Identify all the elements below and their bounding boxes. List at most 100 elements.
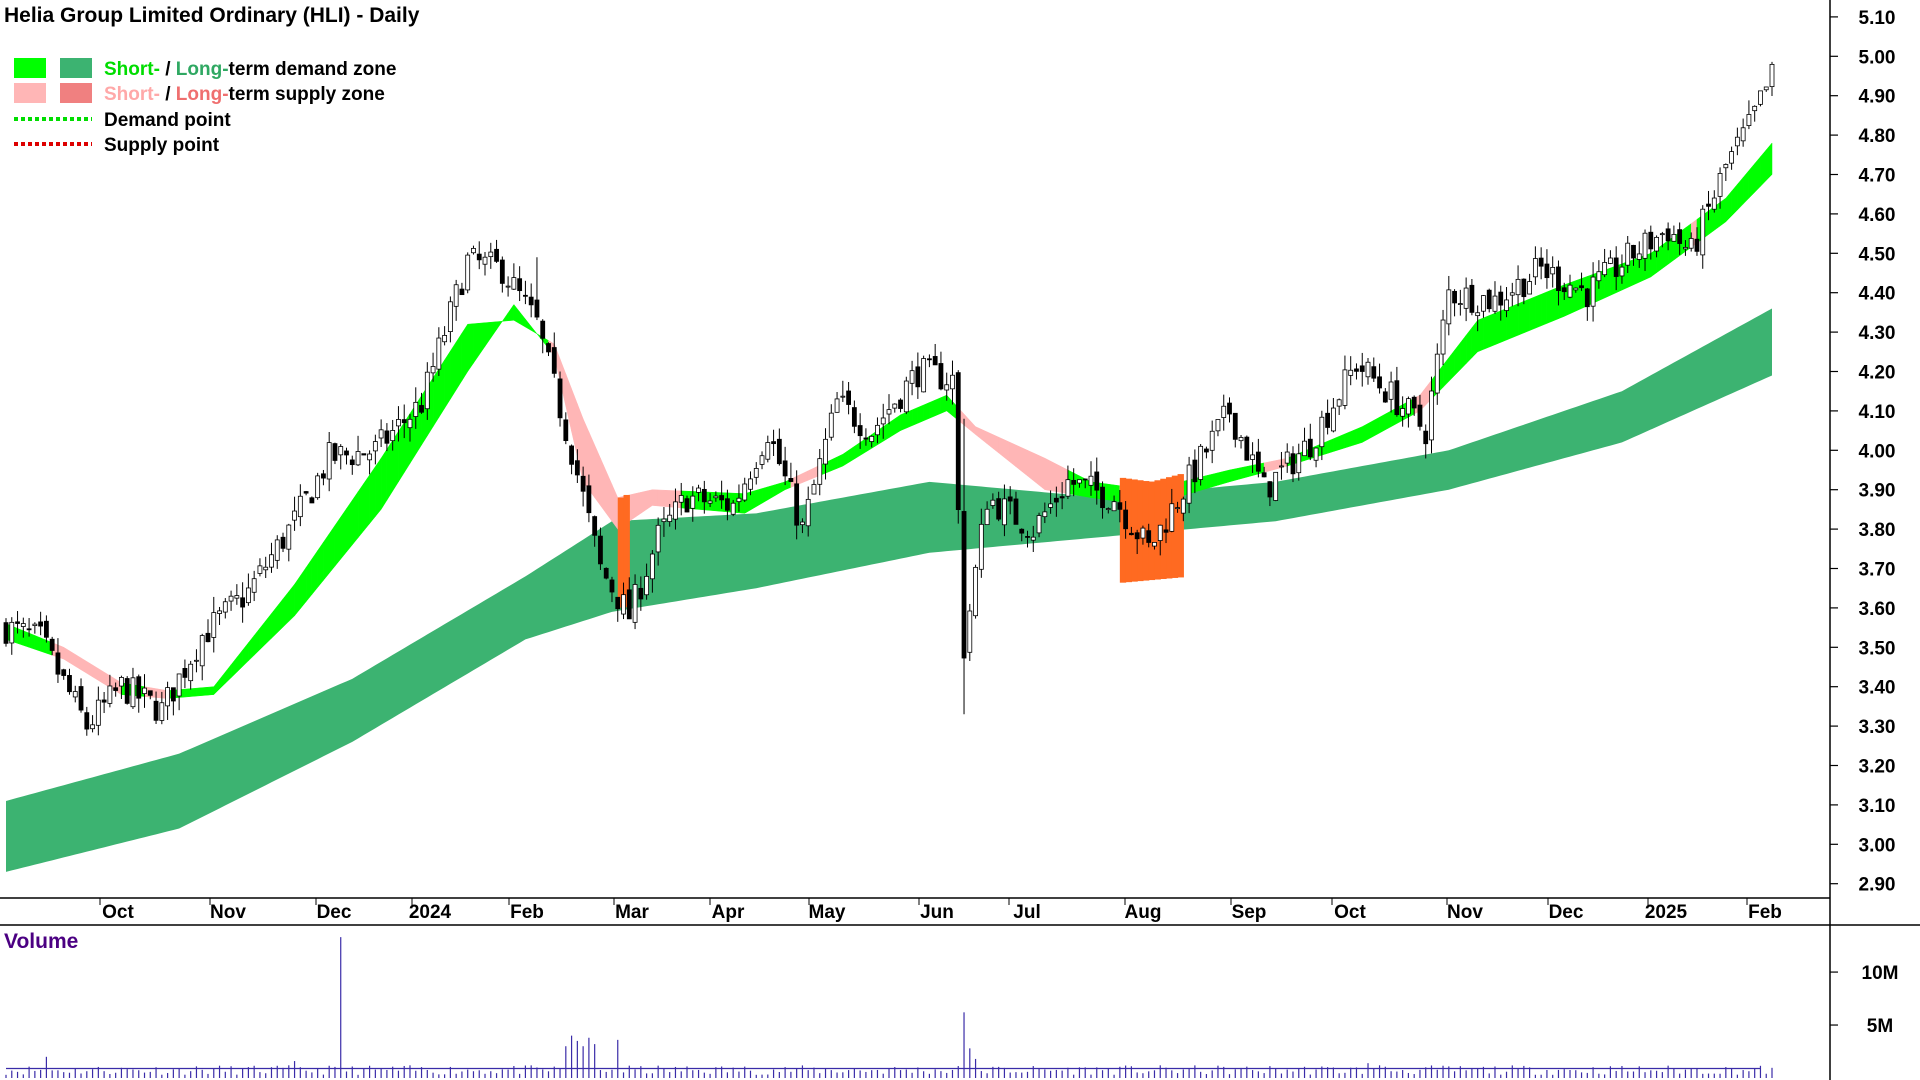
candle: [1048, 490, 1053, 514]
candle-body: [603, 567, 609, 579]
candle: [1481, 295, 1486, 318]
candle: [90, 715, 95, 733]
candle: [95, 686, 101, 736]
candle-body: [569, 445, 574, 465]
candle: [742, 477, 748, 503]
candle: [78, 678, 84, 713]
candle-body: [1538, 257, 1544, 267]
candle: [465, 252, 471, 294]
candle-body: [280, 536, 286, 549]
candle-body: [903, 380, 909, 413]
volume-y-axis: 10M 5M: [1830, 963, 1898, 1037]
legend-label-supply-point: Supply point: [104, 135, 220, 156]
candle: [857, 413, 863, 449]
candle-body: [678, 495, 684, 503]
candle-body: [984, 508, 990, 526]
candle-body: [188, 663, 194, 682]
short-zone-segment: [1540, 291, 1548, 327]
candle-body: [326, 442, 332, 480]
candle-body: [1048, 503, 1053, 508]
short-zone-segment: [184, 688, 191, 698]
short-zone-segment: [501, 312, 509, 322]
short-zone-segment: [600, 458, 607, 515]
candle-body: [1290, 453, 1296, 475]
candle: [1521, 278, 1527, 305]
candle: [1382, 388, 1388, 403]
x-tick-label: Feb: [510, 902, 544, 923]
candle-body: [78, 686, 84, 711]
candle: [107, 674, 113, 708]
candle-body: [765, 442, 771, 460]
candle-body: [1573, 287, 1579, 291]
candle: [482, 251, 488, 276]
short-zone-segment: [271, 605, 278, 639]
candle-body: [1729, 151, 1735, 164]
short-zone-segment: [196, 687, 203, 697]
candle-body: [401, 419, 407, 424]
candle-body: [1561, 287, 1567, 293]
candle: [615, 596, 621, 622]
candle-body: [1123, 509, 1129, 530]
candle-body: [1019, 528, 1025, 534]
short-zone-segment: [1742, 169, 1750, 205]
short-zone-segment: [1442, 356, 1450, 388]
short-zone-segment: [432, 368, 440, 428]
short-zone-segment: [248, 634, 255, 662]
short-zone-segment: [1465, 327, 1473, 365]
candle-body: [1371, 366, 1377, 379]
candle-body: [1354, 368, 1359, 372]
short-zone-segment: [917, 404, 924, 424]
short-zone-segment: [1263, 461, 1271, 473]
candle-body: [1232, 412, 1238, 440]
candle-body: [713, 495, 719, 499]
candle: [494, 239, 499, 263]
short-zone-segment: [1494, 310, 1502, 346]
candle: [701, 480, 707, 514]
short-zone-segment: [288, 583, 295, 623]
short-zone-segment: [1344, 431, 1351, 449]
legend-rest: term demand zone: [229, 59, 397, 80]
candle-body: [534, 299, 540, 318]
candle-body: [130, 677, 136, 708]
candle: [961, 418, 967, 715]
candle: [240, 582, 246, 623]
short-zone-segment: [773, 483, 780, 497]
candle: [471, 245, 476, 255]
candle-body: [1394, 380, 1400, 416]
candle: [1071, 468, 1077, 497]
candle-body: [1515, 278, 1521, 296]
short-zone-segment: [1235, 467, 1242, 481]
short-zone-segment: [1385, 410, 1392, 431]
short-zone-segment: [1379, 413, 1386, 434]
candle-body: [84, 712, 90, 730]
short-zone-segment: [1240, 466, 1248, 479]
candle-body: [1417, 404, 1423, 427]
short-zone-segment: [1650, 248, 1657, 278]
candle-body: [344, 450, 349, 456]
short-zone-segment: [1477, 317, 1484, 353]
short-zone-segment: [75, 653, 82, 671]
candle-body: [1469, 284, 1475, 313]
candle-body: [315, 475, 321, 499]
candle-body: [147, 690, 153, 696]
candle: [1192, 449, 1198, 494]
candle: [488, 242, 494, 269]
candle-body: [124, 678, 130, 704]
candle-body: [26, 628, 32, 631]
short-zone-segment: [1529, 296, 1536, 331]
short-zone-segment: [450, 341, 457, 400]
short-zone-segment: [63, 646, 70, 664]
short-zone-segment: [761, 486, 769, 504]
short-zone-segment: [605, 471, 613, 522]
candle-body: [1209, 430, 1215, 451]
x-tick-label: Mar: [615, 902, 649, 923]
candle-body: [407, 418, 413, 429]
candle: [886, 394, 892, 425]
y-tick-label: 3.40: [1859, 678, 1896, 699]
candle: [644, 563, 650, 600]
candle: [1284, 443, 1290, 473]
candle-body: [1688, 238, 1694, 249]
candle-body: [684, 498, 690, 513]
short-zone-segment: [352, 490, 359, 546]
candle: [1261, 466, 1267, 478]
